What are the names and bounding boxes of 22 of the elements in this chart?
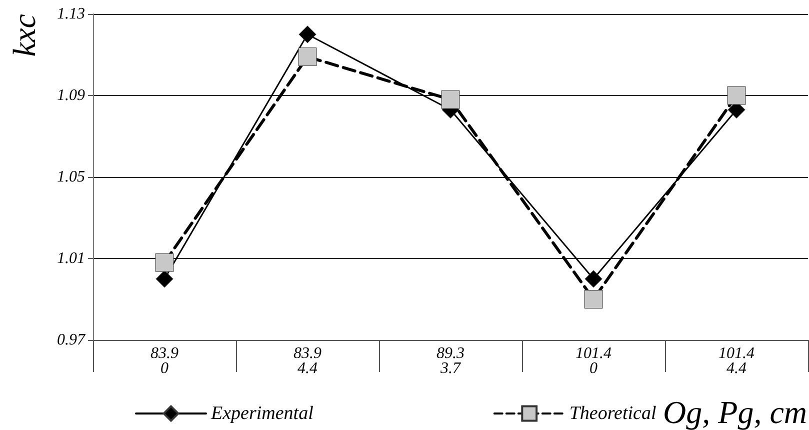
y-tick-label: 0.97 bbox=[57, 332, 86, 348]
y-tick-label: 1.01 bbox=[57, 250, 85, 267]
point bbox=[727, 86, 746, 105]
y-tick-label: 1.09 bbox=[57, 87, 85, 104]
point bbox=[584, 290, 603, 308]
point bbox=[156, 270, 174, 288]
x-axis-title: Og, Pg, cm bbox=[663, 394, 807, 430]
point bbox=[441, 90, 460, 109]
y-tick-label: 1.05 bbox=[57, 168, 85, 186]
y-axis-title: kxc bbox=[6, 14, 42, 57]
legend-label: Experimental bbox=[210, 403, 314, 424]
point bbox=[298, 48, 317, 66]
x-tick-label: 83.9 4.4 bbox=[294, 345, 322, 377]
x-tick-label: 101.4 0 bbox=[576, 345, 612, 377]
point bbox=[584, 270, 602, 288]
point bbox=[298, 26, 316, 44]
point bbox=[155, 253, 174, 272]
x-tick-label: 83.9 0 bbox=[150, 345, 178, 377]
legend-label: Theoretical bbox=[569, 403, 656, 424]
y-tick-label: 1.13 bbox=[57, 6, 85, 22]
x-tick-label: 89.3 3.7 bbox=[436, 345, 464, 377]
x-tick-label: 101.4 4.4 bbox=[718, 345, 754, 377]
